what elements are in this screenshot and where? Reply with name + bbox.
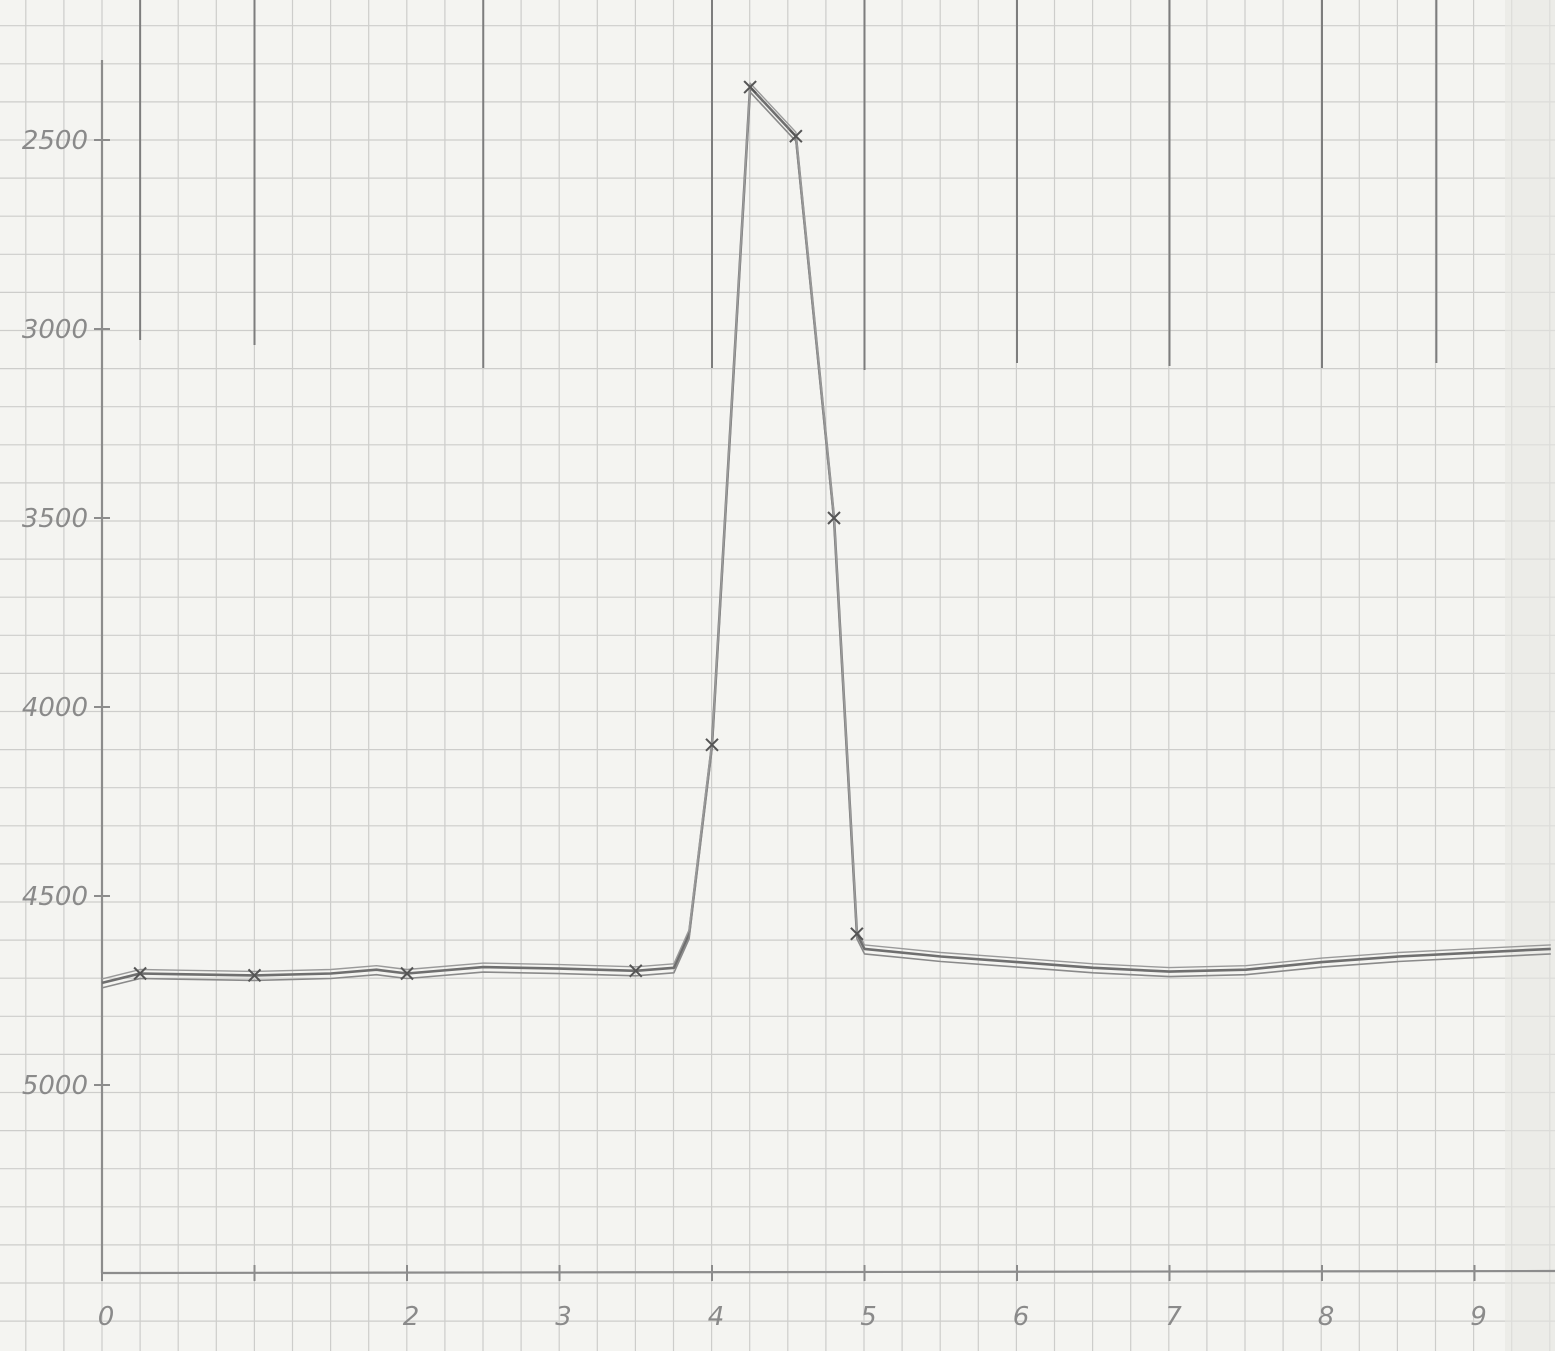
- marker-stroke: [827, 511, 841, 525]
- x-axis-ticks: 0 2 3 4 5 6 7 8 9: [98, 1265, 1487, 1332]
- x-axis-line: [101, 1269, 1555, 1275]
- x-tick-label: 2: [403, 1302, 420, 1332]
- x-tick-label: 9: [1470, 1302, 1487, 1332]
- y-tick-label: 2500: [22, 126, 88, 156]
- data-series: [101, 80, 1551, 989]
- data-point-marker: [789, 129, 803, 143]
- x-tick-label: 8: [1318, 1302, 1335, 1332]
- x-tick-label: 6: [1013, 1302, 1030, 1332]
- x-tick-label: 3: [555, 1302, 572, 1332]
- data-point-marker: [850, 927, 864, 941]
- y-axis-ticks: 2500 3000 3500 4000 4500 5000: [22, 126, 110, 1101]
- data-point-marker: [400, 966, 414, 981]
- y-tick-label: 3500: [22, 504, 88, 534]
- data-point-marker: [133, 966, 147, 981]
- x-tick-label: 0: [98, 1302, 115, 1332]
- data-point-marker: [247, 968, 262, 983]
- data-point-marker: [705, 738, 719, 752]
- y-tick-label: 5000: [22, 1071, 88, 1101]
- data-point-marker: [827, 511, 841, 525]
- x-tick-label: 5: [860, 1302, 877, 1332]
- data-point-marker: [743, 80, 757, 94]
- page-edge: [1505, 0, 1555, 1351]
- axes: [100, 60, 1555, 1275]
- marker-stroke: [743, 80, 757, 94]
- marker-stroke: [629, 964, 643, 978]
- series-line: [101, 82, 1551, 980]
- x-tick-label: 4: [708, 1302, 725, 1332]
- vertical-marker-lines: [139, 0, 1438, 370]
- y-tick-label: 4000: [22, 693, 88, 723]
- marker-stroke: [850, 927, 864, 941]
- marker-stroke: [789, 129, 803, 143]
- y-tick-label: 3000: [22, 315, 88, 345]
- data-point-marker: [629, 964, 643, 978]
- x-tick-label: 7: [1165, 1302, 1182, 1332]
- marker-stroke: [705, 738, 719, 752]
- marker-stroke: [247, 968, 262, 983]
- marker-stroke: [400, 966, 414, 981]
- marker-stroke: [133, 966, 147, 981]
- y-tick-label: 4500: [22, 882, 88, 912]
